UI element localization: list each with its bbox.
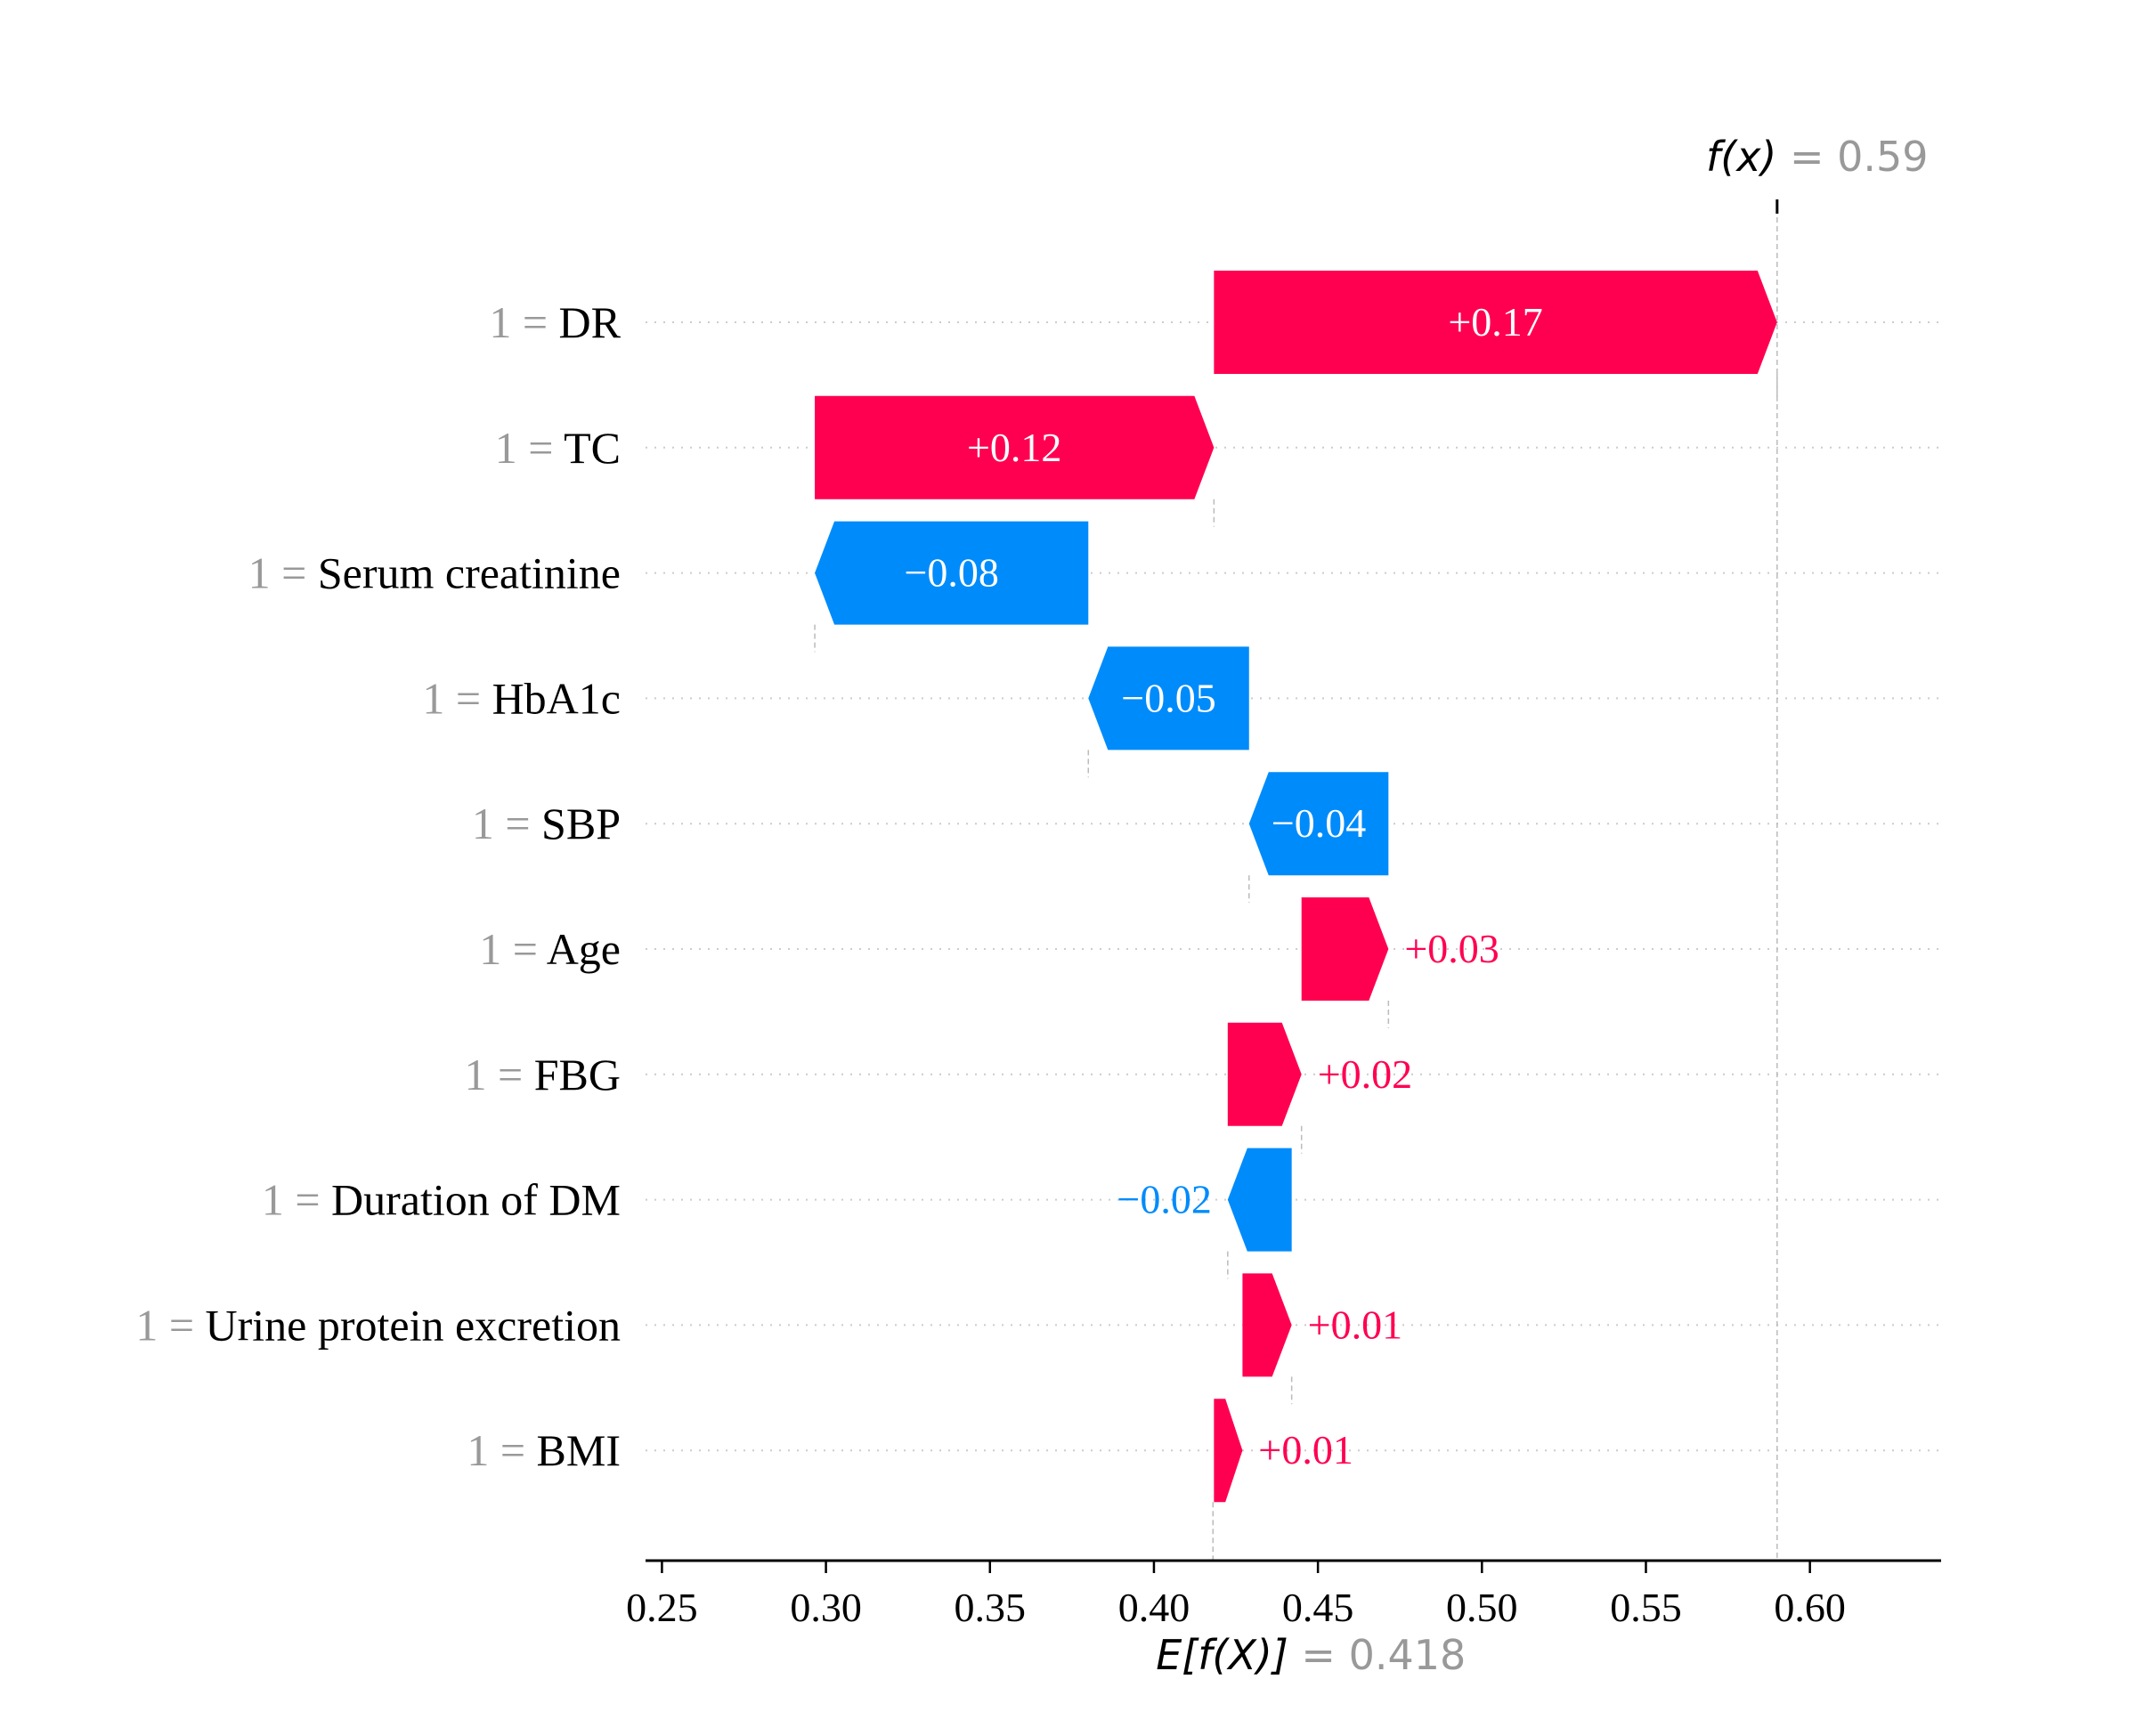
feature-name: Urine protein excretion <box>206 1300 621 1350</box>
feature-name: SBP <box>541 799 621 848</box>
feature-label: 1 = TC <box>495 423 621 473</box>
base-value-label-value: = 0.418 <box>1288 1631 1466 1679</box>
bar-value-label: −0.04 <box>1272 800 1366 846</box>
feature-name: DR <box>559 297 622 347</box>
feature-value: 1 <box>248 548 271 598</box>
feature-equals: = <box>444 673 492 723</box>
x-tick-label: 0.45 <box>1282 1585 1354 1630</box>
feature-value: 1 <box>135 1300 158 1350</box>
bar-value-label: −0.05 <box>1121 675 1215 720</box>
bar-value-label: +0.01 <box>1308 1302 1402 1347</box>
feature-equals: = <box>511 297 558 347</box>
feature-label: 1 = Age <box>479 924 621 974</box>
x-tick-label: 0.40 <box>1118 1585 1190 1630</box>
feature-equals: = <box>271 548 318 598</box>
bar-fbg <box>1227 1022 1302 1126</box>
feature-equals: = <box>494 799 541 848</box>
bar-hba1c <box>1088 646 1249 750</box>
bar-value-label: +0.12 <box>967 425 1061 470</box>
feature-equals: = <box>158 1300 205 1350</box>
x-axis: 0.25 0.30 0.35 0.40 0.45 0.50 0.55 0.60 <box>626 1559 1941 1630</box>
summary-labels: E[f(X)] = 0.418 f(x) = 0.59 <box>1156 133 1928 1679</box>
feature-name: BMI <box>537 1425 621 1475</box>
feature-equals: = <box>284 1175 331 1225</box>
feature-value: 1 <box>262 1175 284 1225</box>
output-value-label-value: = 0.59 <box>1776 133 1928 181</box>
bar-value-label: +0.03 <box>1404 926 1499 971</box>
feature-labels: 1 = DR +0.17 1 = TC +0.12 1 = Serum creatini… <box>135 297 1543 1475</box>
feature-name: Age <box>547 924 621 974</box>
x-tick-label: 0.55 <box>1610 1585 1682 1630</box>
feature-equals: = <box>489 1425 536 1475</box>
feature-label: 1 = DR <box>489 297 621 347</box>
feature-name: Duration of DM <box>331 1175 621 1225</box>
x-tick-label: 0.30 <box>790 1585 862 1630</box>
feature-label: 1 = HbA1c <box>422 673 621 723</box>
feature-value: 1 <box>467 1425 489 1475</box>
bars <box>815 271 1777 1503</box>
feature-label: 1 = Duration of DM <box>262 1175 621 1225</box>
x-tick-label: 0.35 <box>955 1585 1027 1630</box>
output-value-label-symbol: f(x) <box>1706 133 1776 181</box>
feature-equals: = <box>517 423 564 473</box>
feature-equals: = <box>501 924 546 974</box>
x-tick-label: 0.25 <box>626 1585 698 1630</box>
feature-label: 1 = Serum creatinine <box>248 548 621 598</box>
feature-name: HbA1c <box>492 673 621 723</box>
feature-value: 1 <box>465 1050 487 1099</box>
bar-dr <box>1214 271 1777 374</box>
feature-equals: = <box>487 1050 534 1099</box>
feature-label: 1 = BMI <box>467 1425 621 1475</box>
bar-bmi <box>1214 1399 1243 1503</box>
bar-value-label: −0.02 <box>1117 1177 1211 1222</box>
feature-label: 1 = FBG <box>465 1050 621 1099</box>
feature-value: 1 <box>422 673 444 723</box>
feature-value: 1 <box>479 924 501 974</box>
output-value-label: f(x) = 0.59 <box>1706 133 1929 181</box>
feature-name: FBG <box>534 1050 621 1099</box>
bar-sbp <box>1248 772 1389 876</box>
bar-value-label: +0.17 <box>1448 299 1542 345</box>
bar-duration-of-dm <box>1227 1148 1292 1252</box>
connector-lines <box>814 199 1779 1561</box>
bar-value-label: +0.02 <box>1318 1051 1412 1097</box>
bar-tc <box>815 395 1215 499</box>
feature-label: 1 = SBP <box>472 799 621 848</box>
base-value-label: E[f(X)] = 0.418 <box>1156 1631 1466 1679</box>
x-tick-label: 0.50 <box>1446 1585 1518 1630</box>
bar-age <box>1301 897 1389 1001</box>
x-tick-label: 0.60 <box>1774 1585 1846 1630</box>
feature-name: TC <box>564 423 621 473</box>
feature-label: 1 = Urine protein excretion <box>135 1300 621 1350</box>
feature-value: 1 <box>489 297 511 347</box>
bar-serum-creatinine <box>815 521 1089 625</box>
base-value-label-symbol: E[f(X)] <box>1156 1631 1288 1679</box>
feature-value: 1 <box>495 423 517 473</box>
bar-urine-protein-excretion <box>1242 1273 1292 1377</box>
bar-value-label: +0.01 <box>1258 1427 1353 1472</box>
feature-value: 1 <box>472 799 494 848</box>
bar-value-label: −0.08 <box>904 550 998 596</box>
feature-name: Serum creatinine <box>318 548 621 598</box>
